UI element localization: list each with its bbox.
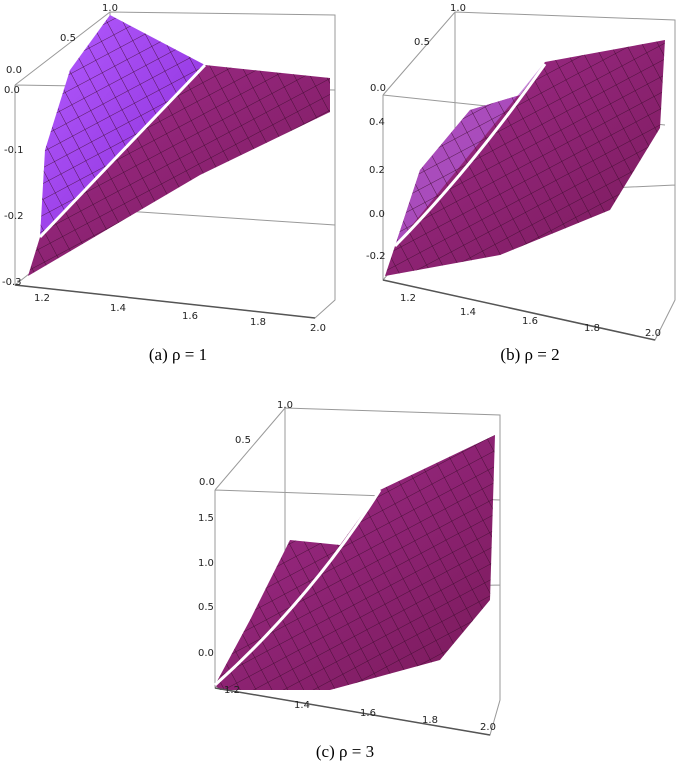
- horizontal-tick: 1.4: [460, 307, 476, 318]
- panel-b: 1.0 0.5 0.0 0.4 0.2 0.0 -0.2 1.2 1.4 1.6…: [366, 3, 676, 364]
- boundary-curve: [393, 63, 547, 248]
- caption: (c) ρ = 3: [316, 742, 374, 761]
- horizontal-tick: 1.4: [294, 700, 310, 711]
- depth-tick: 0.5: [414, 37, 430, 48]
- caption: (a) ρ = 1: [149, 345, 207, 364]
- panel-a: 1.0 0.5 0.0 0.0 -0.1 -0.2 -0.3 1.2 1.4 1…: [2, 3, 336, 364]
- horizontal-tick: 1.2: [224, 685, 240, 696]
- vertical-tick: -0.2: [366, 251, 386, 262]
- depth-tick: 1.0: [450, 3, 466, 14]
- axis-edge: [382, 279, 656, 341]
- depth-tick: 0.5: [235, 435, 251, 446]
- panel-c: 1.0 0.5 0.0 1.5 1.0 0.5 0.0 1.2 1.4 1.6 …: [198, 400, 501, 761]
- depth-tick: 0.0: [6, 65, 22, 76]
- depth-tick: 0.0: [370, 83, 386, 94]
- depth-tick: 0.0: [199, 477, 215, 488]
- horizontal-tick: 2.0: [480, 722, 496, 733]
- horizontal-tick: 2.0: [310, 323, 326, 334]
- surface-mesh: [215, 435, 495, 690]
- horizontal-tick: 1.4: [110, 303, 126, 314]
- vertical-tick: -0.2: [4, 211, 24, 222]
- vertical-tick: 1.0: [198, 558, 214, 569]
- axis-edge: [14, 284, 316, 319]
- surface-mesh: [28, 65, 330, 276]
- boundary-curve: [213, 489, 382, 687]
- surface-mesh: [385, 40, 665, 276]
- caption: (b) ρ = 2: [500, 345, 559, 364]
- vertical-tick: -0.3: [2, 277, 22, 288]
- horizontal-tick: 1.8: [250, 317, 266, 328]
- depth-tick: 0.5: [60, 33, 76, 44]
- vertical-tick: 0.4: [369, 117, 385, 128]
- vertical-tick: 1.5: [198, 513, 214, 524]
- vertical-tick: 0.5: [198, 602, 214, 613]
- vertical-tick: 0.2: [369, 165, 385, 176]
- vertical-tick: 0.0: [198, 648, 214, 659]
- vertical-tick: 0.0: [4, 85, 20, 96]
- horizontal-tick: 1.2: [400, 293, 416, 304]
- surface-mesh: [40, 15, 205, 237]
- horizontal-tick: 2.0: [645, 328, 661, 339]
- horizontal-tick: 1.6: [182, 311, 198, 322]
- boundary-curve: [38, 63, 207, 239]
- vertical-tick: -0.1: [4, 145, 24, 156]
- depth-tick: 1.0: [102, 3, 118, 14]
- horizontal-tick: 1.2: [34, 293, 50, 304]
- horizontal-tick: 1.8: [422, 715, 438, 726]
- horizontal-tick: 1.6: [360, 708, 376, 719]
- horizontal-tick: 1.8: [584, 323, 600, 334]
- horizontal-tick: 1.6: [522, 316, 538, 327]
- axis-edge: [214, 687, 491, 736]
- depth-tick: 1.0: [277, 400, 293, 411]
- vertical-tick: 0.0: [369, 209, 385, 220]
